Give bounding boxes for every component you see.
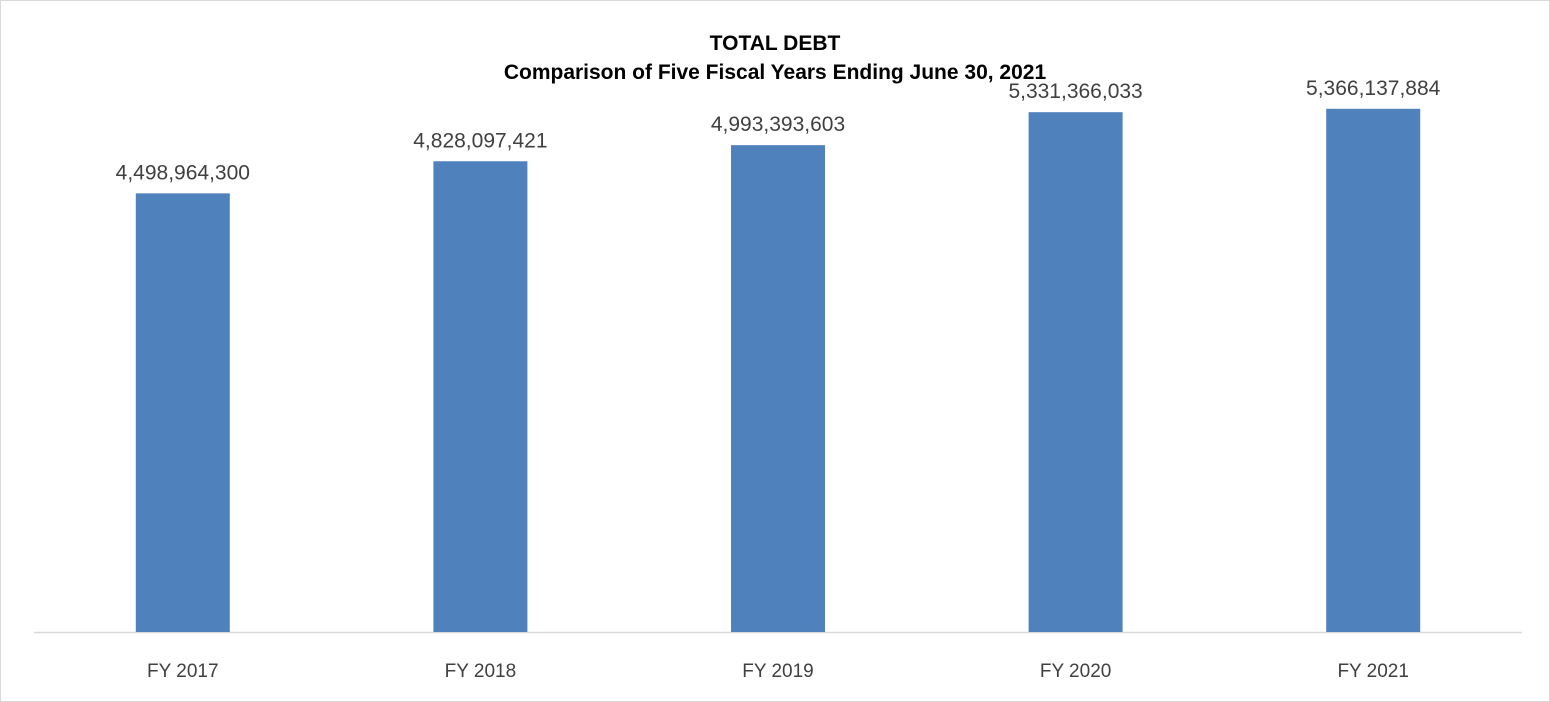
bar-fy-2020	[1028, 112, 1123, 632]
data-label: 4,993,393,603	[711, 113, 845, 136]
x-tick-label: FY 2019	[742, 661, 813, 682]
chart-title: TOTAL DEBT	[709, 32, 841, 55]
chart-subtitle: Comparison of Five Fiscal Years Ending J…	[503, 61, 1047, 84]
bar-fy-2021	[1326, 108, 1421, 632]
x-tick-label: FY 2018	[445, 661, 516, 682]
data-label: 4,498,964,300	[116, 161, 250, 184]
bar-fy-2019	[731, 145, 825, 633]
bar-fy-2018	[433, 161, 528, 632]
x-tick-label: FY 2021	[1337, 661, 1408, 682]
data-label: 4,828,097,421	[413, 129, 547, 152]
data-label: 5,331,366,033	[1008, 80, 1142, 103]
bar-fy-2017	[135, 193, 230, 632]
x-tick-label: FY 2020	[1040, 661, 1111, 682]
data-label: 5,366,137,884	[1306, 77, 1441, 100]
chart-title-block: TOTAL DEBT Comparison of Five Fiscal Yea…	[1, 29, 1549, 87]
x-tick-label: FY 2017	[147, 661, 218, 682]
